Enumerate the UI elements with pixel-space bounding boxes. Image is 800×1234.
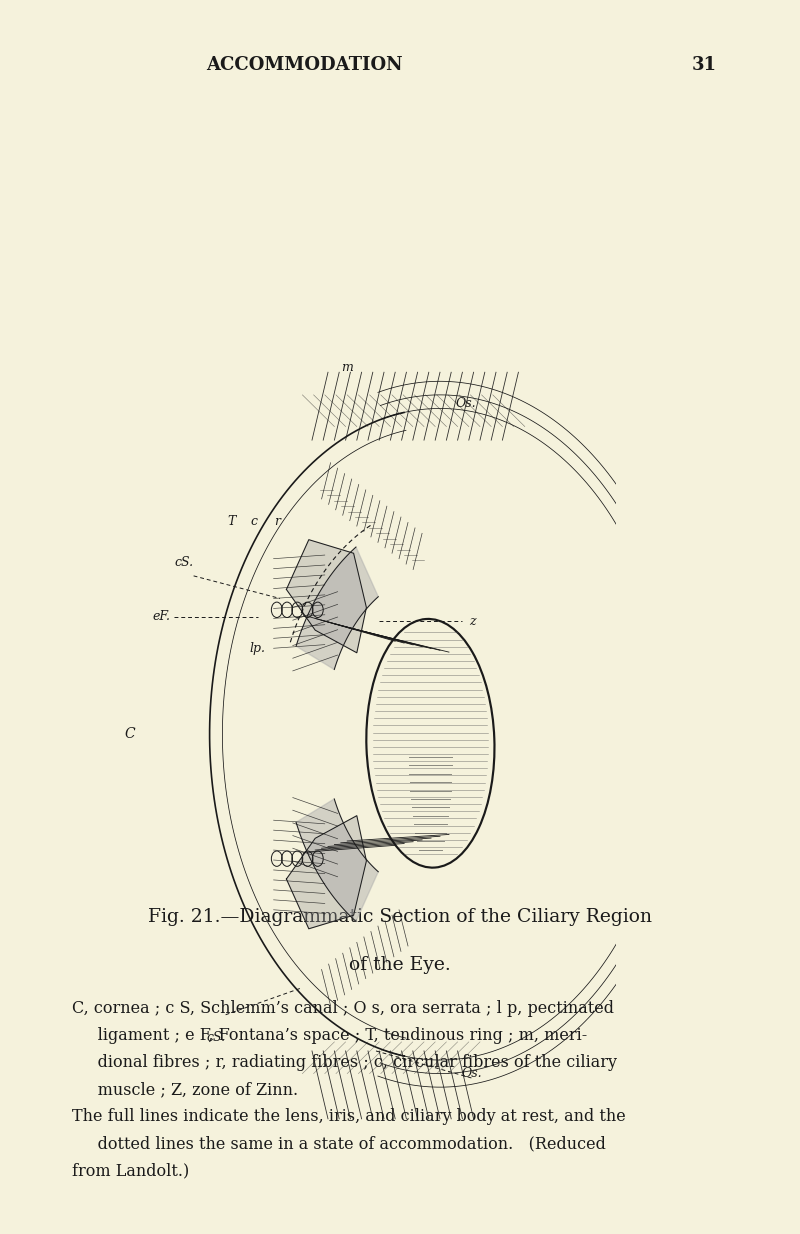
Text: Fig. 21.—Diagrammatic Section of the Ciliary Region: Fig. 21.—Diagrammatic Section of the Cil… (148, 907, 652, 926)
Text: Os.: Os. (455, 397, 476, 411)
Text: cS.: cS. (174, 555, 194, 569)
Text: The full lines indicate the lens, iris, and ciliary body at rest, and the: The full lines indicate the lens, iris, … (72, 1108, 626, 1125)
Text: ACCOMMODATION: ACCOMMODATION (206, 56, 402, 74)
Text: T: T (228, 515, 236, 528)
Text: dional fibres ; r, radiating fibres ; c, circular fibres of the ciliary: dional fibres ; r, radiating fibres ; c,… (72, 1054, 617, 1071)
Text: 31: 31 (691, 56, 717, 74)
Text: c: c (251, 515, 258, 528)
Text: muscle ; Z, zone of Zinn.: muscle ; Z, zone of Zinn. (72, 1081, 298, 1098)
Text: from Landolt.): from Landolt.) (72, 1162, 190, 1180)
Polygon shape (286, 539, 366, 653)
Text: Os.: Os. (462, 1067, 482, 1080)
Text: m: m (342, 362, 353, 374)
Text: C: C (124, 727, 135, 742)
Text: dotted lines the same in a state of accommodation.   (Reduced: dotted lines the same in a state of acco… (72, 1135, 606, 1153)
Text: cS.: cS. (206, 1030, 226, 1044)
Text: lp.: lp. (250, 642, 266, 655)
Polygon shape (296, 547, 378, 670)
Polygon shape (286, 816, 366, 929)
Polygon shape (296, 798, 378, 922)
Text: C, cornea ; c S, Schlemm’s canal ; O s, ora serrata ; l p, pectinated: C, cornea ; c S, Schlemm’s canal ; O s, … (72, 1000, 614, 1017)
Text: of the Eye.: of the Eye. (349, 956, 451, 975)
Text: eF.: eF. (153, 610, 170, 623)
Text: ligament ; e F, Fontana’s space ; T, tendinous ring ; m, meri-: ligament ; e F, Fontana’s space ; T, ten… (72, 1027, 587, 1044)
Text: r: r (274, 515, 280, 528)
Text: z: z (469, 615, 475, 628)
